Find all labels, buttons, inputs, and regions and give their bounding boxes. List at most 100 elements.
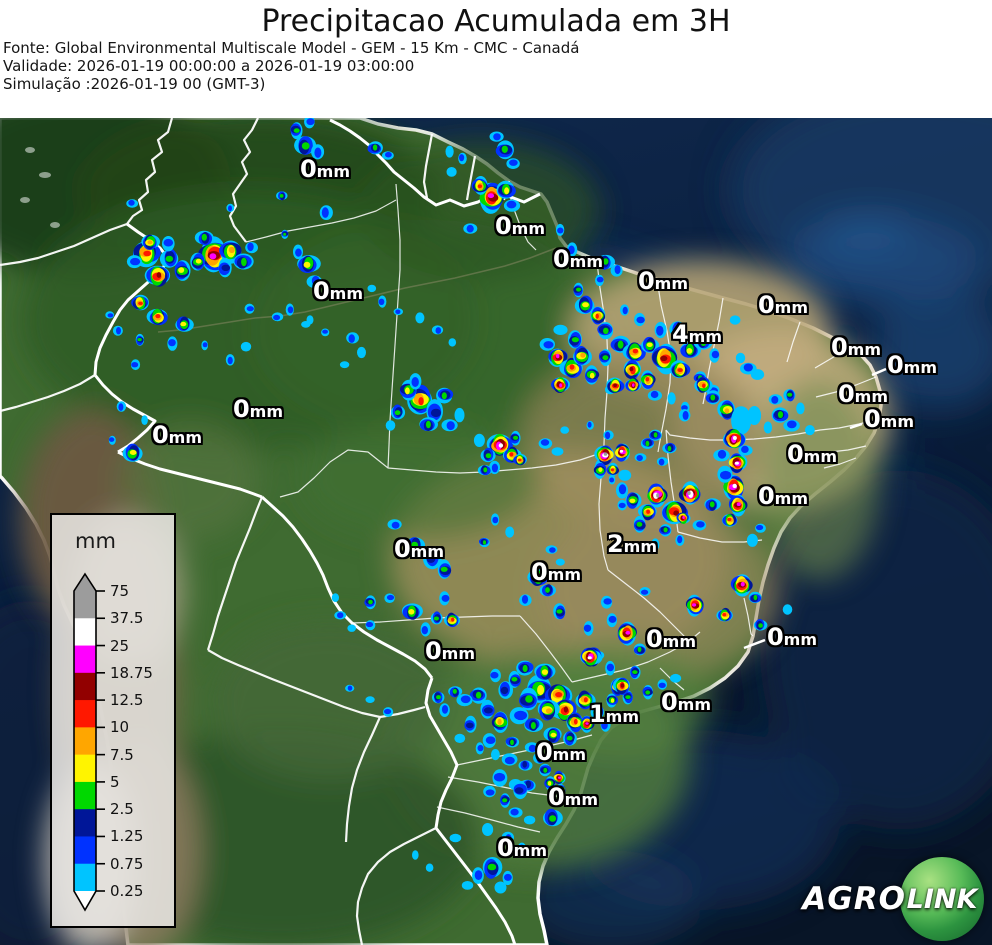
precip-label-value: 0 (757, 482, 775, 511)
precipitation-overlay (105, 118, 815, 894)
precip-label-unit: mm (623, 537, 658, 557)
precip-label: 0mm (831, 335, 881, 359)
logo-text-agro: AGRO (802, 881, 906, 917)
precip-label: 2mm (607, 532, 657, 556)
precip-label-unit: mm (564, 790, 599, 810)
precip-label-unit: mm (316, 162, 351, 182)
legend-tick-label: 10 (110, 718, 130, 737)
precip-label-value: 0 (535, 738, 553, 767)
andes-clouds (20, 147, 60, 228)
precip-label-unit: mm (783, 630, 818, 650)
precip-label-value: 0 (837, 380, 855, 409)
precip-label-unit: mm (903, 358, 938, 378)
precip-label-unit: mm (803, 447, 838, 467)
precip-label: 0mm (864, 407, 914, 431)
legend-tick-label: 5 (110, 772, 120, 791)
precip-label: 0mm (313, 279, 363, 303)
precip-label-value: 0 (830, 333, 848, 362)
legend-title: mm (75, 529, 116, 553)
precip-label: 0mm (425, 639, 475, 663)
precip-label: 0mm (646, 627, 696, 651)
precip-label: 0mm (531, 560, 581, 584)
precip-label: 0mm (661, 690, 711, 714)
precip-label-value: 2 (606, 530, 624, 559)
precip-label: 0mm (787, 442, 837, 466)
precip-label-unit: mm (847, 340, 882, 360)
precip-label-value: 1 (588, 700, 606, 729)
legend-tick-label: 25 (110, 636, 130, 655)
precip-label-unit: mm (677, 695, 712, 715)
validity-line: Validade: 2026-01-19 00:00:00 a 2026-01-… (3, 57, 415, 75)
precip-label-unit: mm (441, 644, 476, 664)
precip-label-unit: mm (774, 298, 809, 318)
precip-label-unit: mm (513, 841, 548, 861)
precip-label-value: 0 (863, 405, 881, 434)
precip-label-value: 0 (645, 625, 663, 654)
precip-label-unit: mm (854, 387, 889, 407)
country-borders (0, 118, 511, 945)
precip-label-unit: mm (774, 489, 809, 509)
precip-label: 0mm (638, 269, 688, 293)
precip-label-value: 0 (786, 440, 804, 469)
precip-label-value: 0 (552, 245, 570, 274)
precip-label: 0mm (233, 397, 283, 421)
precip-label: 0mm (887, 353, 937, 377)
precip-label-unit: mm (569, 252, 604, 272)
precip-label-value: 0 (530, 558, 548, 587)
precip-label-unit: mm (654, 274, 689, 294)
precip-label-unit: mm (511, 219, 546, 239)
precip-label-unit: mm (552, 745, 587, 765)
precip-label: 0mm (553, 247, 603, 271)
precip-label-unit: mm (410, 542, 445, 562)
legend-tick-label: 18.75 (110, 663, 153, 682)
precip-label-value: 0 (494, 212, 512, 241)
precip-label-unit: mm (688, 327, 723, 347)
precip-label: 4mm (672, 322, 722, 346)
precip-label: 0mm (548, 785, 598, 809)
precip-label-value: 0 (547, 783, 565, 812)
precip-label-value: 0 (393, 535, 411, 564)
precip-label-value: 4 (671, 320, 689, 349)
amazon-river (157, 247, 557, 333)
logo-text-link: LINK (906, 883, 978, 915)
precip-label-unit: mm (605, 707, 640, 727)
precip-label-value: 0 (424, 637, 442, 666)
header: Precipitacao Acumulada em 3H Fonte: Glob… (0, 0, 992, 118)
legend-tick-label: 75 (110, 582, 130, 600)
precip-label-value: 0 (886, 351, 904, 380)
precip-label: 1mm (589, 702, 639, 726)
precip-label: 0mm (495, 214, 545, 238)
legend: mm 75 37.5 25 18.75 12.5 10 7.5 5 2.5 1.25 0.75 0.2… (50, 513, 176, 928)
legend-tick-label: 0.25 (110, 882, 144, 900)
source-line: Fonte: Global Environmental Multiscale M… (3, 39, 580, 57)
precip-label-value: 0 (299, 155, 317, 184)
precip-label: 0mm (497, 836, 547, 860)
precip-label-value: 0 (660, 688, 678, 717)
logo-globe-icon: LINK (900, 857, 984, 941)
precip-label: 0mm (536, 740, 586, 764)
precipitation-map: 0mm 0mm 0mm 0mm 0mm 4mm 0mm 0mm 0mm 0mm 0mm 0mm 0mm 0… (0, 118, 992, 945)
precip-label: 0mm (394, 537, 444, 561)
precip-label-value: 0 (312, 277, 330, 306)
legend-tick-label: 1.25 (110, 827, 144, 846)
precip-label: 0mm (758, 293, 808, 317)
precip-label: 0mm (152, 423, 202, 447)
precip-label-unit: mm (329, 284, 364, 304)
precip-label: 0mm (758, 484, 808, 508)
precip-label-value: 0 (496, 834, 514, 863)
precip-label: 0mm (767, 625, 817, 649)
agrolink-logo: AGRO LINK (802, 857, 984, 941)
map-base-graphic (0, 118, 992, 945)
legend-colorbar (73, 572, 105, 912)
precip-label: 0mm (838, 382, 888, 406)
precip-label-value: 0 (151, 421, 169, 450)
precip-label-value: 0 (637, 267, 655, 296)
precip-label-unit: mm (168, 428, 203, 448)
precip-label-value: 0 (757, 291, 775, 320)
legend-tick-label: 37.5 (110, 609, 144, 628)
legend-tick-label: 0.75 (110, 854, 144, 873)
precip-label-unit: mm (249, 402, 284, 422)
precip-label-value: 0 (766, 623, 784, 652)
simulation-line: Simulação :2026-01-19 00 (GMT-3) (3, 75, 266, 93)
